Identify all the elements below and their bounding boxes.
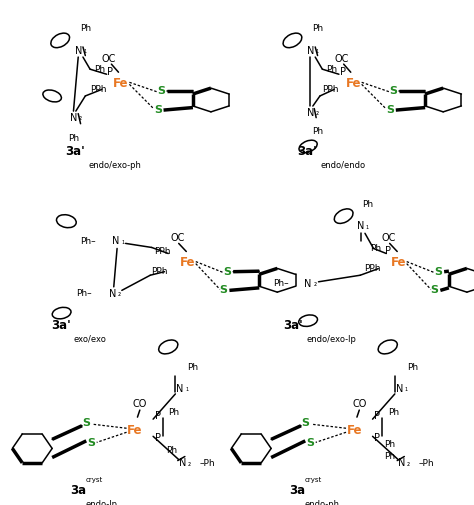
Text: N: N <box>398 458 406 468</box>
Text: S: S <box>157 86 165 96</box>
Text: N: N <box>304 279 312 289</box>
Text: CO: CO <box>133 399 147 409</box>
Text: OC: OC <box>334 54 348 64</box>
Text: Ph: Ph <box>407 363 418 372</box>
Text: P: P <box>385 246 391 257</box>
Text: PPh: PPh <box>155 247 171 256</box>
Text: PPh: PPh <box>90 85 106 94</box>
Text: endo-lp: endo-lp <box>86 500 118 505</box>
Text: S: S <box>431 285 438 295</box>
Text: N: N <box>356 221 364 231</box>
Text: OC: OC <box>171 233 185 243</box>
Text: PPh: PPh <box>152 267 168 276</box>
Text: Ph: Ph <box>362 200 373 209</box>
Text: P: P <box>374 433 380 443</box>
Text: S: S <box>220 285 228 295</box>
Text: cryst: cryst <box>86 477 103 483</box>
Text: Fe: Fe <box>391 256 406 269</box>
Text: N: N <box>74 45 82 56</box>
Text: Ph: Ph <box>384 440 396 449</box>
Text: P: P <box>155 433 161 443</box>
Text: endo/exo-ph: endo/exo-ph <box>88 161 141 170</box>
Text: ₁: ₁ <box>83 46 86 55</box>
Text: S: S <box>435 267 442 277</box>
Text: –Ph: –Ph <box>419 459 434 468</box>
Text: OC: OC <box>382 233 396 243</box>
Text: Ph: Ph <box>326 65 337 74</box>
Text: Ph: Ph <box>388 408 399 417</box>
Text: Ph: Ph <box>187 363 199 372</box>
Text: S: S <box>154 105 162 115</box>
Text: S: S <box>224 267 231 277</box>
Text: 3a': 3a' <box>283 319 303 332</box>
Text: exo/exo: exo/exo <box>74 335 107 344</box>
Text: PPh: PPh <box>322 85 338 94</box>
Text: P: P <box>374 411 380 421</box>
Text: Fe: Fe <box>347 424 362 437</box>
Text: Fe: Fe <box>128 424 143 437</box>
Text: N: N <box>109 289 116 299</box>
Text: cryst: cryst <box>305 477 322 483</box>
Text: N: N <box>307 108 314 118</box>
Text: Ph: Ph <box>312 127 323 136</box>
Text: Ph–: Ph– <box>76 289 91 298</box>
Text: ₂: ₂ <box>407 459 410 468</box>
Text: ₁: ₁ <box>365 222 368 231</box>
Text: Ph: Ph <box>80 24 91 33</box>
Text: P: P <box>340 67 346 77</box>
Text: ₂: ₂ <box>118 289 120 298</box>
Text: Ph–: Ph– <box>273 279 288 288</box>
Text: endo/exo-lp: endo/exo-lp <box>306 335 356 344</box>
Text: 3a: 3a <box>289 484 305 497</box>
Text: OC: OC <box>102 54 116 64</box>
Text: Ph: Ph <box>384 452 396 461</box>
Text: Ph: Ph <box>94 65 105 74</box>
Text: S: S <box>390 86 397 96</box>
Text: Ph: Ph <box>370 244 381 253</box>
Text: N: N <box>176 384 184 394</box>
Text: ₁: ₁ <box>185 384 188 393</box>
Text: S: S <box>386 105 394 115</box>
Text: S: S <box>302 418 310 428</box>
Text: Fe: Fe <box>113 77 128 90</box>
Text: 3a': 3a' <box>65 145 85 158</box>
Text: ₁: ₁ <box>405 384 408 393</box>
Text: Ph: Ph <box>68 134 79 143</box>
Text: Fe: Fe <box>346 77 361 90</box>
Text: ₂: ₂ <box>188 459 191 468</box>
Text: ₂: ₂ <box>316 108 319 117</box>
Text: ₁: ₁ <box>316 46 319 55</box>
Text: N: N <box>307 45 314 56</box>
Text: Ph–: Ph– <box>80 237 95 246</box>
Text: S: S <box>83 418 91 428</box>
Text: endo/endo: endo/endo <box>320 161 365 170</box>
Text: ₂: ₂ <box>79 113 82 122</box>
Text: CO: CO <box>352 399 366 409</box>
Text: Ph: Ph <box>166 446 178 455</box>
Text: 3a: 3a <box>70 484 86 497</box>
Text: 3a': 3a' <box>298 145 318 158</box>
Text: P: P <box>108 67 113 77</box>
Text: N: N <box>112 236 120 246</box>
Text: N: N <box>179 458 186 468</box>
Text: Ph: Ph <box>168 408 180 417</box>
Text: Fe: Fe <box>180 256 195 269</box>
Text: P: P <box>155 411 161 421</box>
Text: ₁: ₁ <box>121 237 124 246</box>
Text: S: S <box>87 438 95 448</box>
Text: endo-ph: endo-ph <box>305 500 340 505</box>
Text: N: N <box>70 113 77 123</box>
Text: 3a': 3a' <box>51 319 71 332</box>
Text: ₂: ₂ <box>313 279 316 288</box>
Text: S: S <box>306 438 314 448</box>
Text: N: N <box>396 384 403 394</box>
Text: PPh: PPh <box>364 264 380 273</box>
Text: –Ph: –Ph <box>199 459 215 468</box>
Text: Ph: Ph <box>312 24 323 33</box>
